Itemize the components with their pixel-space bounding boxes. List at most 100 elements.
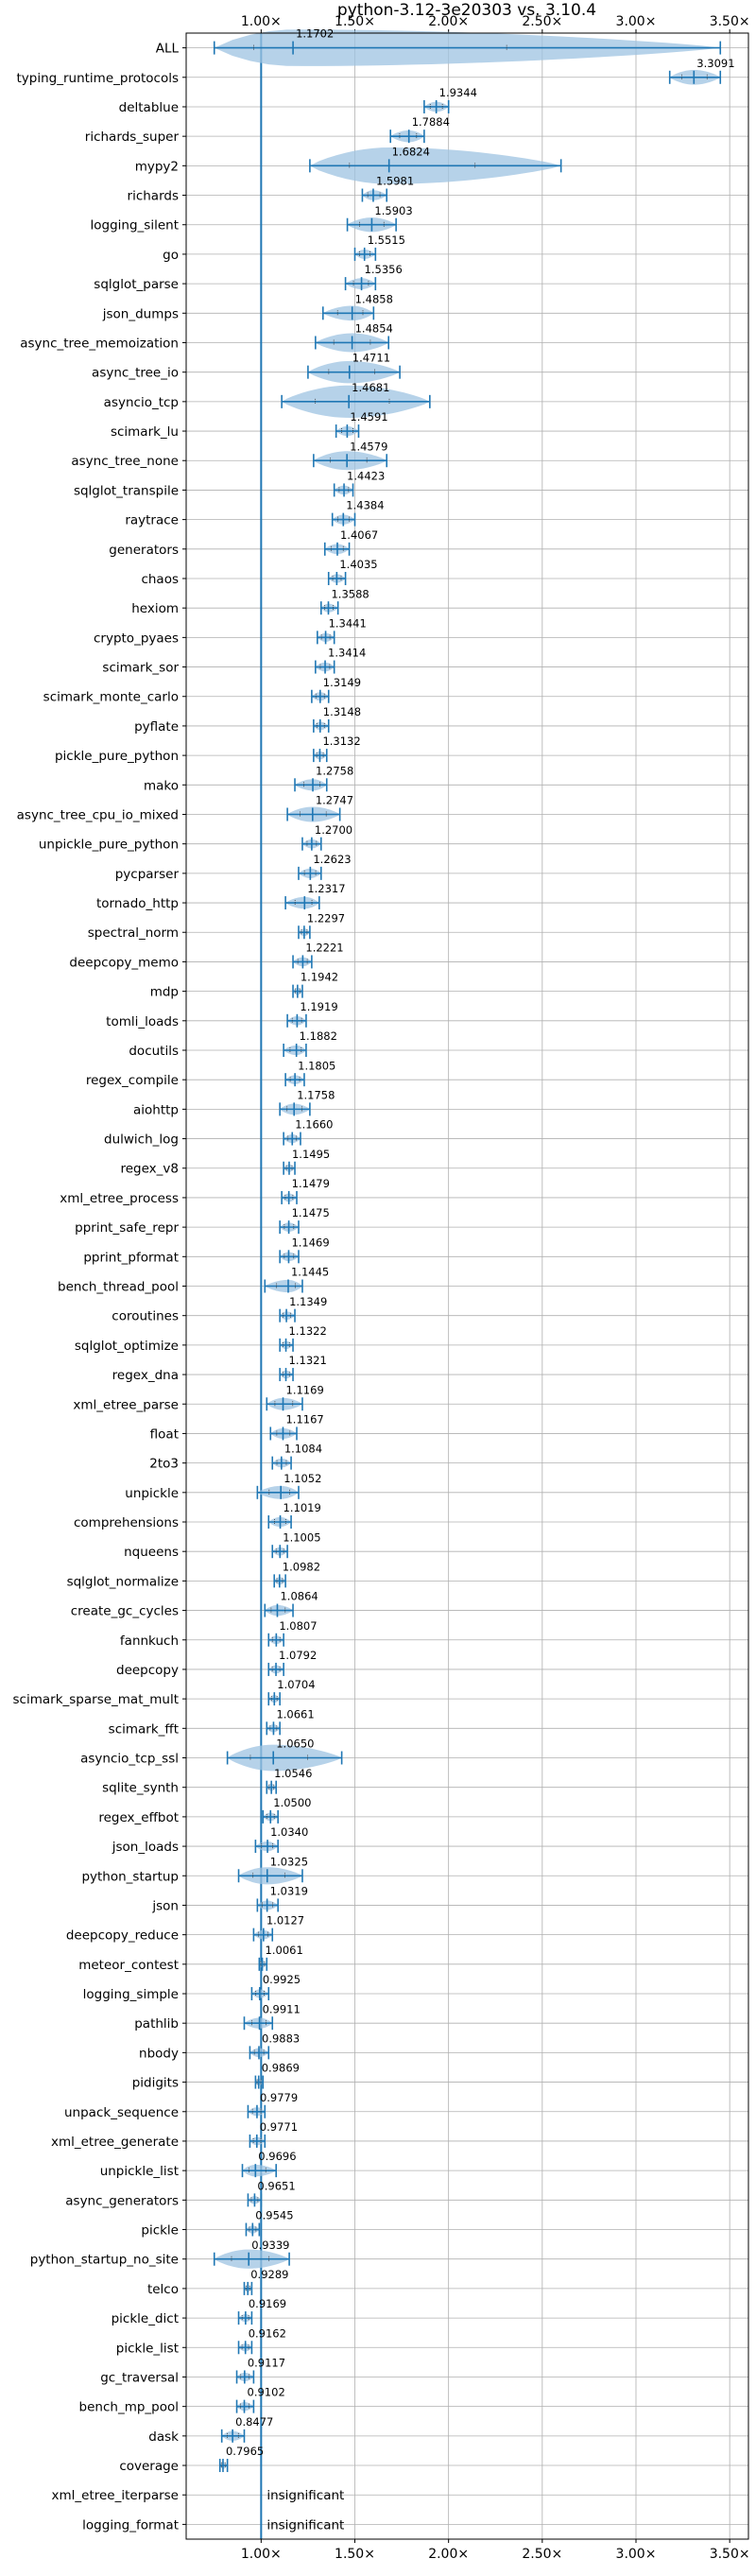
benchmark-label: logging_format [82, 2517, 179, 2533]
value-label: 1.5515 [368, 233, 405, 247]
benchmark-label: pyflate [134, 719, 179, 735]
benchmark-label: mdp [150, 985, 179, 1000]
value-label: 0.9339 [251, 2239, 289, 2252]
benchmark-label: dask [148, 2429, 179, 2445]
benchmark-label: pathlib [134, 2016, 179, 2031]
value-label: 1.4858 [355, 292, 393, 305]
benchmark-label: sqlglot_optimize [75, 1339, 179, 1354]
value-label: 1.1475 [292, 1206, 330, 1219]
value-label: 1.6824 [392, 145, 430, 158]
value-label: 1.0661 [276, 1707, 314, 1720]
benchmark-label: scimark_monte_carlo [43, 690, 179, 705]
benchmark-label: aiohttp [133, 1102, 179, 1117]
value-label: 1.5903 [374, 204, 412, 217]
value-label: 1.0650 [276, 1738, 314, 1751]
value-label: 1.1469 [291, 1236, 329, 1249]
value-label: 1.1019 [284, 1501, 321, 1514]
value-label: 1.2623 [313, 853, 351, 866]
benchmark-label: sqlglot_transpile [74, 483, 179, 498]
value-label: 1.1882 [300, 1029, 337, 1043]
benchmark-label: coverage [119, 2459, 179, 2474]
benchmark-label: async_tree_memoization [20, 336, 179, 351]
value-label: 1.2317 [307, 882, 345, 895]
benchmark-label: dulwich_log [104, 1132, 179, 1148]
value-label: 1.4035 [339, 558, 377, 571]
value-label: 1.2297 [307, 911, 345, 925]
benchmark-label: nqueens [124, 1545, 179, 1560]
benchmark-label: richards_super [85, 130, 180, 145]
value-label: 1.0061 [266, 1944, 303, 1957]
benchmark-label: asyncio_tcp [104, 395, 179, 410]
benchmark-label: scimark_fft [109, 1721, 179, 1737]
x-tick-label-bottom: 1.50× [335, 2547, 375, 2562]
benchmark-label: fannkuch [120, 1634, 179, 1649]
x-tick-label-bottom: 2.00× [428, 2547, 469, 2562]
benchmark-label: xml_etree_iterparse [52, 2488, 180, 2503]
value-label: 1.2700 [315, 823, 352, 837]
benchmark-label: regex_v8 [120, 1162, 179, 1177]
benchmark-label: json_loads [112, 1840, 179, 1855]
value-label: 1.2221 [305, 942, 343, 955]
benchmark-label: scimark_sor [102, 661, 179, 676]
benchmark-label: xml_etree_generate [51, 2135, 179, 2150]
value-label: 1.1052 [284, 1472, 321, 1485]
benchmark-label: comprehensions [74, 1515, 179, 1530]
benchmark-label: coroutines [112, 1309, 179, 1324]
benchmark-label: mako [144, 778, 179, 793]
value-label: 0.9545 [255, 2209, 293, 2222]
benchmark-label: raytrace [125, 513, 179, 528]
value-label: 1.3441 [329, 616, 367, 630]
value-label: 1.4591 [350, 410, 387, 424]
value-label: 0.9869 [262, 2062, 300, 2075]
benchmark-label: nbody [139, 2046, 179, 2061]
benchmark-label: deepcopy [116, 1663, 179, 1678]
benchmark-label: generators [109, 543, 179, 558]
value-label: 1.3414 [328, 647, 366, 660]
value-label: 1.0127 [266, 1914, 304, 1928]
x-tick-label-bottom: 3.50× [710, 2547, 750, 2562]
value-label: 1.0546 [274, 1767, 312, 1780]
x-tick-label-top: 2.00× [428, 14, 469, 29]
value-label: 1.1805 [298, 1059, 335, 1072]
benchmark-label: gc_traversal [100, 2370, 179, 2385]
value-label: 1.1321 [289, 1354, 327, 1367]
value-label: 1.0325 [270, 1855, 308, 1868]
benchmark-label: pickle_list [116, 2341, 179, 2356]
benchmark-label: logging_silent [91, 218, 179, 233]
value-label: 0.9925 [263, 1973, 301, 1986]
benchmark-label: tomli_loads [106, 1014, 179, 1029]
value-label: 0.9696 [258, 2150, 296, 2163]
value-label: 0.7965 [226, 2445, 264, 2458]
value-label: 1.1445 [291, 1266, 329, 1279]
value-label: 1.1349 [289, 1295, 327, 1308]
value-label: 0.9911 [263, 2002, 301, 2015]
benchmark-label: meteor_contest [78, 1958, 179, 1973]
value-label: 1.1702 [296, 27, 334, 41]
benchmark-label: mypy2 [135, 159, 179, 174]
value-label: 0.9117 [248, 2357, 285, 2370]
value-label: 1.1084 [284, 1443, 322, 1456]
value-label: 1.0340 [270, 1825, 308, 1839]
benchmark-label: deepcopy_reduce [66, 1928, 179, 1944]
benchmark-label: docutils [129, 1044, 179, 1059]
value-label: 1.2758 [316, 764, 353, 777]
x-tick-label-top: 3.50× [710, 14, 750, 29]
value-label: 0.9779 [260, 2091, 298, 2104]
value-label: 1.3149 [323, 676, 361, 689]
benchmark-label: richards [128, 189, 179, 204]
value-label: 1.4854 [355, 322, 393, 336]
value-label: 1.4711 [352, 352, 390, 365]
value-label: 1.0982 [283, 1560, 320, 1573]
x-tick-label-bottom: 1.00× [241, 2547, 282, 2562]
benchmark-label: scimark_lu [111, 424, 179, 440]
benchmark-label: unpickle_pure_python [39, 838, 179, 853]
value-label: 0.8477 [235, 2415, 273, 2429]
x-tick-label-bottom: 2.50× [522, 2547, 562, 2562]
insignificant-label: insignificant [266, 2488, 344, 2503]
value-label: 1.0792 [279, 1649, 317, 1662]
value-label: 1.1660 [295, 1118, 333, 1132]
benchmark-label: scimark_sparse_mat_mult [13, 1692, 179, 1707]
value-label: 1.2747 [316, 794, 353, 807]
value-label: 1.0807 [279, 1619, 317, 1633]
